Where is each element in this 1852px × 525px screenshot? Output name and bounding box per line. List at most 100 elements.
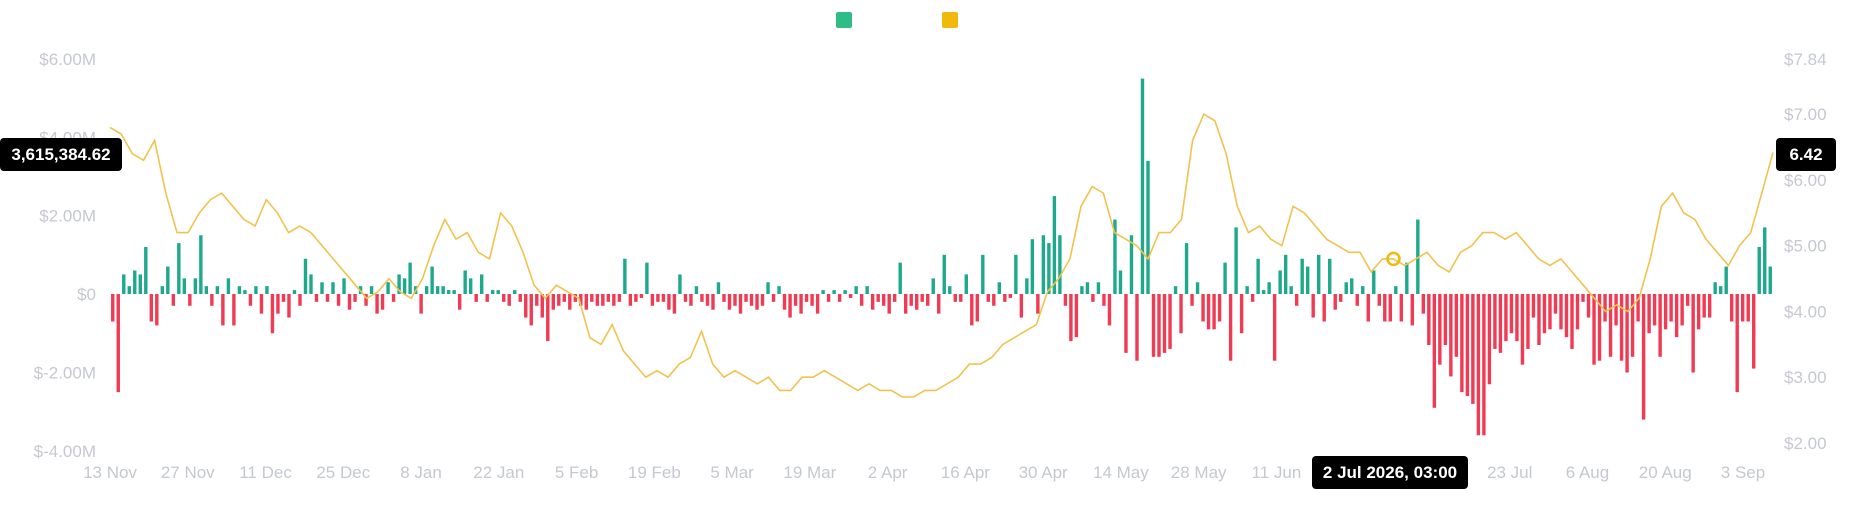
flow-bar <box>1427 294 1431 346</box>
flow-bar <box>430 266 434 294</box>
legend-swatch-flow[interactable] <box>836 12 852 28</box>
flow-bar <box>1047 243 1051 294</box>
flow-bar <box>144 247 148 294</box>
flow-bar <box>1366 294 1370 322</box>
left-value-badge-text: 3,615,384.62 <box>11 145 110 164</box>
flow-bar <box>1333 294 1337 310</box>
flow-bar <box>1328 258 1332 294</box>
flow-bar <box>1107 294 1112 326</box>
x-tick-label: 11 Dec <box>239 463 292 482</box>
flow-bar <box>1003 294 1007 302</box>
flow-bar <box>1454 294 1459 357</box>
flow-bar <box>199 235 203 294</box>
x-tick-label: 14 May <box>1093 463 1149 482</box>
flow-bar <box>1564 294 1569 338</box>
flow-bar <box>595 294 600 306</box>
flow-bar <box>1493 294 1497 349</box>
flow-bar <box>645 262 649 294</box>
flow-bar <box>1388 294 1392 322</box>
flow-bar <box>1741 294 1745 322</box>
flow-bar <box>1317 254 1321 294</box>
flow-bar <box>259 294 264 314</box>
flow-bar <box>815 294 820 314</box>
flow-bar <box>375 294 379 314</box>
flow-bar <box>937 294 941 314</box>
flow-bar <box>1245 286 1249 294</box>
y-axis-right: $7.84 $7.00 $6.00 $5.00 $4.00 $3.00 $2.00 <box>1784 50 1827 453</box>
flow-bar <box>155 294 159 326</box>
flow-bar <box>760 294 765 306</box>
flow-bar <box>1592 294 1596 365</box>
flow-bar <box>468 278 473 294</box>
flow-bar <box>1008 294 1013 298</box>
flow-bar <box>1702 294 1706 318</box>
flow-bar <box>254 286 258 294</box>
y-left-tick-label: $-4.00M <box>34 442 96 461</box>
flow-bar <box>1752 294 1756 369</box>
flow-bar <box>116 294 120 393</box>
chart-legend <box>0 10 1852 30</box>
flow-bar <box>166 266 170 294</box>
x-tick-label: 3 Sep <box>1721 463 1765 482</box>
flow-bar <box>1647 294 1651 334</box>
flow-bar <box>276 294 280 314</box>
flow-bar <box>931 278 935 294</box>
flow-bar <box>457 294 462 310</box>
flow-bar <box>981 254 985 294</box>
flow-bar <box>1509 294 1514 334</box>
right-value-badge-text: 6.42 <box>1789 145 1822 164</box>
flow-bar <box>606 294 611 302</box>
flow-bar <box>876 294 880 302</box>
flow-bar <box>1476 294 1481 436</box>
flow-bar <box>1553 294 1558 314</box>
flow-bar <box>1674 294 1679 338</box>
flow-bar <box>881 294 886 306</box>
flow-bar <box>788 294 792 318</box>
flow-bar <box>1278 270 1282 294</box>
flow-bar <box>1641 294 1646 420</box>
flow-bar <box>138 274 142 294</box>
x-tick-label: 23 Jul <box>1487 463 1532 482</box>
flow-bar <box>408 262 412 294</box>
flow-bar <box>1173 286 1178 294</box>
flow-bar <box>524 294 528 318</box>
flow-bar <box>992 294 996 306</box>
flow-bar <box>771 294 776 302</box>
flow-bar <box>1080 286 1084 294</box>
legend-swatch-price[interactable] <box>942 12 958 28</box>
flow-bar <box>970 294 974 326</box>
flow-bar <box>964 274 968 294</box>
flow-bar <box>959 294 963 302</box>
flow-bar <box>848 294 853 298</box>
flow-bar <box>287 294 291 318</box>
flow-bar <box>1118 270 1123 294</box>
flow-bar <box>1603 294 1607 322</box>
flow-bar <box>1361 286 1365 294</box>
flow-bar <box>270 294 275 334</box>
flow-bar <box>221 294 225 326</box>
flow-bar <box>1421 294 1426 314</box>
bar-series <box>111 78 1772 436</box>
flow-bar <box>1630 294 1635 357</box>
flow-bar <box>518 294 522 302</box>
flow-bar <box>1471 294 1475 404</box>
flow-bar <box>837 294 842 302</box>
flow-bar <box>1140 78 1145 294</box>
flow-bar <box>1201 294 1205 322</box>
flow-bar <box>926 294 930 306</box>
flow-bar <box>821 290 825 294</box>
flow-bar <box>1405 262 1409 294</box>
flow-bar <box>1757 247 1761 294</box>
price-line <box>109 113 1774 398</box>
flow-bar <box>1691 294 1695 373</box>
flow-bar <box>755 294 759 310</box>
flow-bar <box>573 294 578 302</box>
flow-bar <box>1184 243 1189 294</box>
flow-bar <box>859 294 864 306</box>
flow-bar <box>446 290 451 294</box>
flow-bar <box>749 294 754 306</box>
flow-bar <box>579 294 583 306</box>
flow-bar <box>1586 294 1591 318</box>
right-value-badge: 6.42 <box>1776 138 1836 171</box>
